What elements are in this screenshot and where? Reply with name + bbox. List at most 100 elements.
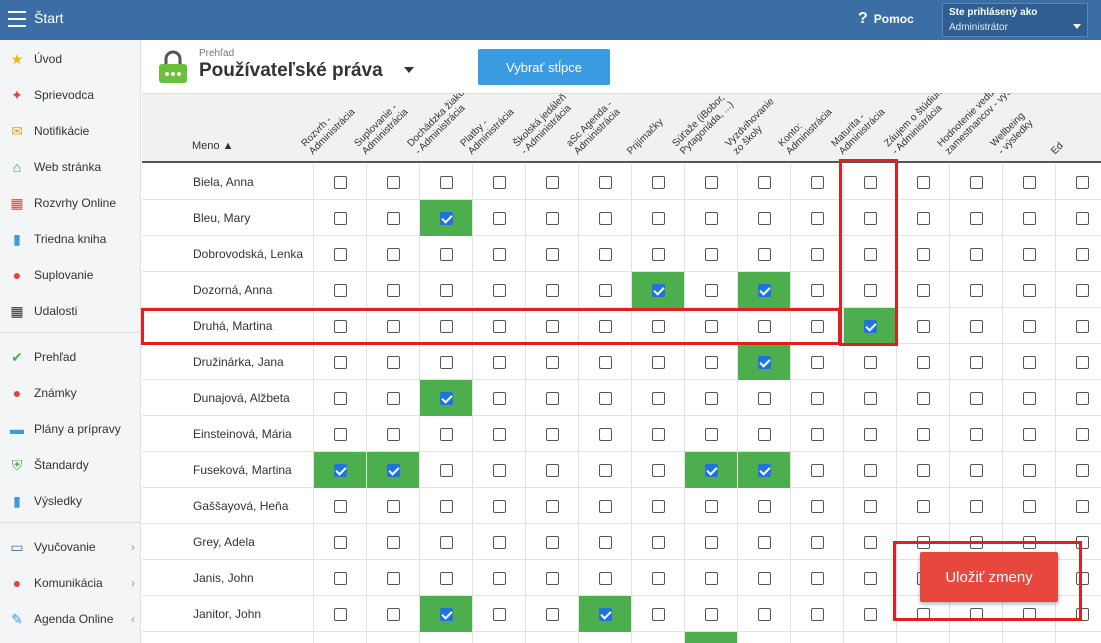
permission-checkbox[interactable] [811, 248, 824, 261]
permission-checkbox[interactable] [546, 212, 559, 225]
breadcrumb[interactable]: Prehľad [199, 48, 235, 59]
permission-checkbox[interactable] [864, 356, 877, 369]
permission-checkbox[interactable] [864, 572, 877, 585]
column-header[interactable]: Súťaže (iBobor, Pytagoriáda, ...) [670, 93, 737, 163]
permission-checkbox[interactable] [1076, 464, 1089, 477]
permission-checkbox[interactable] [864, 428, 877, 441]
permission-checkbox[interactable] [1076, 392, 1089, 405]
permission-checkbox[interactable] [599, 392, 612, 405]
permission-checkbox[interactable] [970, 284, 983, 297]
column-header[interactable]: Záujem o štúdium - Administrácia [882, 93, 949, 163]
sidebar-item-13[interactable]: ▭ Vyučovanie › [0, 532, 141, 562]
permission-checkbox[interactable] [1023, 428, 1036, 441]
permission-checkbox[interactable] [493, 320, 506, 333]
permission-checkbox[interactable] [1076, 428, 1089, 441]
permission-checkbox[interactable] [705, 392, 718, 405]
permission-checkbox[interactable] [917, 284, 930, 297]
permission-checkbox[interactable] [1023, 536, 1036, 549]
user-menu[interactable]: Ste prihlásený ako Administrátor [942, 3, 1088, 37]
permission-checkbox[interactable] [758, 608, 771, 621]
permission-checkbox[interactable] [864, 536, 877, 549]
permission-checkbox[interactable] [917, 320, 930, 333]
permission-checkbox[interactable] [493, 608, 506, 621]
permission-checkbox[interactable] [440, 248, 453, 261]
permission-checkbox[interactable] [334, 572, 347, 585]
sidebar-item-15[interactable]: ✎ Agenda Online ‹ [0, 604, 141, 634]
permission-checkbox[interactable] [652, 320, 665, 333]
sidebar-item-5[interactable]: ▮ Triedna kniha [0, 224, 141, 254]
permission-checkbox[interactable] [546, 572, 559, 585]
permission-checkbox[interactable] [546, 356, 559, 369]
permission-checkbox[interactable] [1076, 212, 1089, 225]
permission-checkbox[interactable] [1076, 284, 1089, 297]
permission-checkbox[interactable] [387, 428, 400, 441]
permission-checkbox[interactable] [599, 500, 612, 513]
permission-checkbox[interactable] [387, 392, 400, 405]
permission-checkbox[interactable] [652, 464, 665, 477]
permission-checkbox[interactable] [599, 572, 612, 585]
permission-checkbox[interactable] [334, 500, 347, 513]
permission-checkbox[interactable] [387, 608, 400, 621]
permission-checkbox[interactable] [493, 428, 506, 441]
permission-checkbox[interactable] [705, 284, 718, 297]
permission-checkbox[interactable] [334, 608, 347, 621]
permission-checkbox[interactable] [546, 500, 559, 513]
permission-checkbox[interactable] [705, 212, 718, 225]
sidebar-item-12[interactable]: ▮ Výsledky [0, 486, 141, 516]
permission-checkbox[interactable] [1023, 500, 1036, 513]
permission-checkbox[interactable] [599, 248, 612, 261]
permission-checkbox[interactable] [811, 500, 824, 513]
permission-checkbox[interactable] [440, 392, 453, 405]
permission-checkbox[interactable] [387, 500, 400, 513]
permission-checkbox[interactable] [864, 248, 877, 261]
permission-checkbox[interactable] [705, 428, 718, 441]
permission-checkbox[interactable] [864, 176, 877, 189]
permission-checkbox[interactable] [387, 536, 400, 549]
permission-checkbox[interactable] [1076, 320, 1089, 333]
permission-checkbox[interactable] [652, 176, 665, 189]
permission-checkbox[interactable] [705, 536, 718, 549]
sidebar-item-9[interactable]: ● Známky [0, 378, 141, 408]
permission-checkbox[interactable] [546, 608, 559, 621]
permission-checkbox[interactable] [917, 212, 930, 225]
column-header[interactable]: Platby - Administrácia [458, 93, 525, 163]
permission-checkbox[interactable] [493, 284, 506, 297]
sidebar-item-3[interactable]: ⌂ Web stránka [0, 152, 141, 182]
permission-checkbox[interactable] [811, 608, 824, 621]
permission-checkbox[interactable] [652, 356, 665, 369]
permission-checkbox[interactable] [1023, 248, 1036, 261]
permission-checkbox[interactable] [652, 284, 665, 297]
permission-checkbox[interactable] [811, 284, 824, 297]
permission-checkbox[interactable] [440, 176, 453, 189]
column-header[interactable]: Rozvrh - Administrácia [299, 93, 366, 163]
permission-checkbox[interactable] [599, 428, 612, 441]
permission-checkbox[interactable] [970, 500, 983, 513]
permission-checkbox[interactable] [705, 608, 718, 621]
permission-checkbox[interactable] [546, 536, 559, 549]
permission-checkbox[interactable] [493, 356, 506, 369]
column-header[interactable]: Maturita - Administrácia [829, 93, 896, 163]
permission-checkbox[interactable] [334, 212, 347, 225]
permission-checkbox[interactable] [811, 356, 824, 369]
permission-checkbox[interactable] [599, 176, 612, 189]
permission-checkbox[interactable] [758, 320, 771, 333]
permission-checkbox[interactable] [440, 356, 453, 369]
permission-checkbox[interactable] [493, 248, 506, 261]
chevron-down-icon[interactable] [404, 67, 414, 73]
permission-checkbox[interactable] [917, 428, 930, 441]
permission-checkbox[interactable] [970, 176, 983, 189]
name-column-header[interactable]: Meno ▲ [192, 140, 234, 152]
permission-checkbox[interactable] [758, 356, 771, 369]
column-header[interactable]: Prijímačky [625, 93, 684, 163]
sidebar-item-7[interactable]: ▦ Udalosti [0, 296, 141, 326]
sidebar-item-1[interactable]: ✦ Sprievodca [0, 80, 141, 110]
permission-checkbox[interactable] [864, 500, 877, 513]
permission-checkbox[interactable] [1023, 320, 1036, 333]
permission-checkbox[interactable] [917, 392, 930, 405]
permission-checkbox[interactable] [811, 176, 824, 189]
permission-checkbox[interactable] [1076, 536, 1089, 549]
permission-checkbox[interactable] [1076, 500, 1089, 513]
permission-checkbox[interactable] [493, 500, 506, 513]
permission-checkbox[interactable] [493, 536, 506, 549]
permission-checkbox[interactable] [334, 356, 347, 369]
